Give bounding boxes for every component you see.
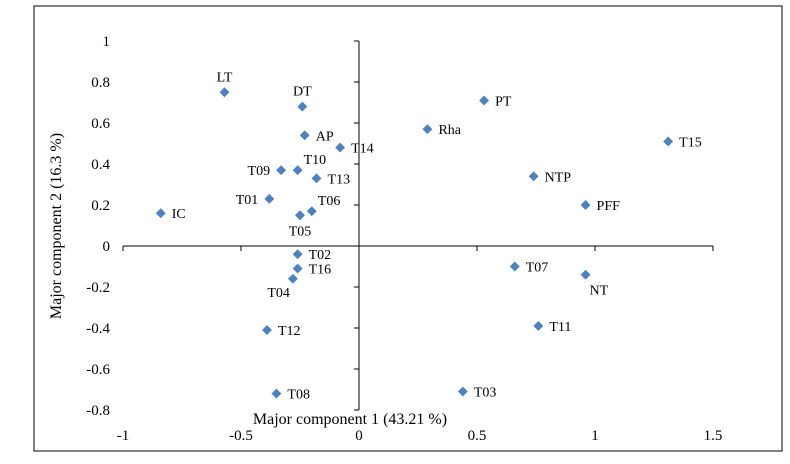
point-label-t04: T04 [267, 286, 290, 301]
x-tick-label: 0.5 [468, 428, 487, 444]
point-marker-t10 [292, 165, 303, 176]
point-marker-nt [580, 269, 591, 280]
point-label-t09: T09 [248, 164, 271, 179]
tick-labels: -1 -0.5 0 0.5 1 1.5 1 0.8 0.6 0.4 0.2 0 -0.2 -0.4 -0.6… [86, 34, 722, 444]
point-label-t01: T01 [236, 193, 259, 208]
point-marker-t12 [262, 325, 272, 335]
point-marker-t01 [264, 193, 275, 204]
point-marker-ntp [528, 171, 539, 182]
point-marker-t04 [287, 273, 298, 284]
point-label-pt: PT [495, 94, 512, 109]
y-tick-label: 1 [103, 34, 111, 50]
data-points: LT DT AP Rha PT T15 T14 T10 T09 T13 NTP T01 T06 T05 PF… [155, 70, 702, 403]
x-tick-label: 0 [355, 428, 363, 444]
point-label-t03: T03 [474, 386, 497, 401]
y-tick-label: 0.2 [91, 198, 110, 214]
point-marker-t09 [276, 165, 287, 176]
point-marker-pt [479, 95, 490, 106]
point-label-t07: T07 [526, 261, 549, 276]
y-tick-label: -0.2 [86, 280, 110, 296]
point-marker-t13 [311, 173, 322, 184]
point-label-t06: T06 [318, 194, 341, 209]
y-tick-label: -0.6 [86, 362, 110, 378]
y-axis-title: Major component 2 (16.3 %) [48, 133, 65, 319]
point-marker-rha [422, 124, 433, 135]
point-label-lt: LT [217, 70, 233, 85]
point-marker-t05 [295, 210, 305, 221]
point-label-t16: T16 [309, 263, 332, 278]
chart-area-border [33, 5, 783, 452]
point-label-t11: T11 [549, 320, 571, 335]
point-label-ap: AP [316, 129, 334, 144]
point-label-ic: IC [172, 207, 186, 222]
point-label-ntp: NTP [545, 170, 572, 185]
point-marker-ic [155, 208, 166, 219]
y-tick-label: 0.6 [91, 116, 110, 132]
x-tick-label: -0.5 [229, 428, 253, 444]
point-marker-pff [580, 200, 591, 210]
point-label-dt: DT [293, 85, 312, 100]
x-tick-label: 1.5 [704, 428, 723, 444]
point-label-t14: T14 [351, 142, 374, 157]
point-label-t15: T15 [679, 135, 702, 150]
point-marker-dt [297, 101, 308, 112]
point-label-t12: T12 [278, 324, 301, 339]
x-tick-label: 1 [591, 428, 599, 444]
point-label-t05: T05 [289, 224, 312, 239]
point-marker-ap [299, 130, 310, 141]
y-tick-label: -0.4 [86, 321, 110, 337]
point-label-nt: NT [590, 284, 609, 299]
point-label-pff: PFF [597, 199, 621, 214]
point-marker-t14 [335, 142, 346, 153]
point-marker-t08 [271, 388, 282, 399]
point-marker-t03 [457, 386, 468, 397]
point-label-t02: T02 [309, 248, 332, 263]
y-tick-label: 0.4 [91, 157, 110, 173]
x-axis-title: Major component 1 (43.21 %) [253, 411, 447, 428]
point-marker-t15 [663, 136, 674, 147]
x-tick-label: -1 [117, 428, 130, 444]
point-marker-t07 [509, 261, 520, 272]
point-marker-lt [219, 87, 230, 98]
point-marker-t06 [306, 206, 317, 217]
y-tick-label: 0 [103, 239, 111, 255]
y-tick-label: -0.8 [86, 403, 110, 419]
point-label-t10: T10 [304, 153, 327, 168]
point-label-rha: Rha [438, 123, 461, 138]
point-marker-t16 [292, 263, 303, 274]
point-label-t08: T08 [287, 388, 310, 403]
point-marker-t11 [533, 321, 544, 331]
point-marker-t02 [292, 249, 303, 260]
y-tick-label: 0.8 [91, 75, 110, 91]
point-label-t13: T13 [328, 172, 351, 187]
axes [122, 40, 714, 411]
